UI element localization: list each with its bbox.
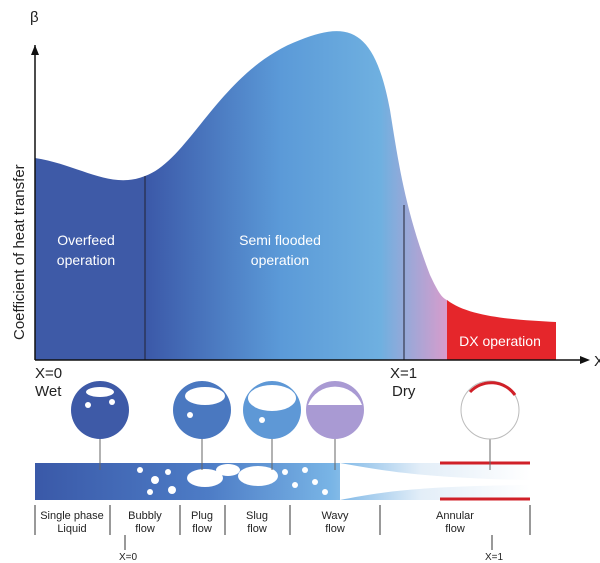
pipe-core [340, 463, 530, 500]
flow-label: flow [135, 523, 155, 535]
flow-label: Bubbly [128, 510, 162, 522]
section [71, 381, 129, 439]
y-label: Coefficient of heat transfer [11, 164, 28, 340]
overfeed-area [35, 158, 145, 360]
region-label: Overfeed [57, 232, 115, 248]
section [460, 380, 520, 440]
flow-label: flow [192, 523, 212, 535]
flow-label: Wavy [321, 510, 349, 522]
bubbles [137, 464, 328, 495]
flow-label: Plug [191, 510, 213, 522]
flow-label: Liquid [57, 523, 86, 535]
flow-label: flow [247, 523, 267, 535]
y-symbol: β [30, 9, 39, 26]
divider-ticks [34, 505, 531, 550]
marker-label: X=0 [35, 365, 62, 382]
marker-label: X=1 [390, 365, 417, 382]
arrow [31, 45, 39, 55]
dx-area [447, 300, 556, 360]
marker-label: Wet [35, 383, 62, 400]
flow-label: flow [445, 523, 465, 535]
bottom-marker: X=0 [119, 552, 138, 563]
region-label: operation [251, 252, 309, 268]
region-label: Semi flooded [239, 232, 321, 248]
flow-label: Annular [436, 510, 474, 522]
arrow [580, 356, 590, 364]
region-label: DX operation [459, 333, 541, 349]
stems [99, 438, 491, 470]
region-label: operation [57, 252, 115, 268]
marker-label: Dry [392, 383, 416, 400]
flow-label: Slug [246, 510, 268, 522]
x-symbol: X [594, 353, 600, 370]
film [468, 381, 517, 396]
flow-label: Single phase [40, 510, 104, 522]
section-bubbles [85, 385, 362, 423]
bottom-marker: X=1 [485, 552, 504, 563]
semi-flooded-area [145, 31, 447, 361]
flow-label: flow [325, 523, 345, 535]
